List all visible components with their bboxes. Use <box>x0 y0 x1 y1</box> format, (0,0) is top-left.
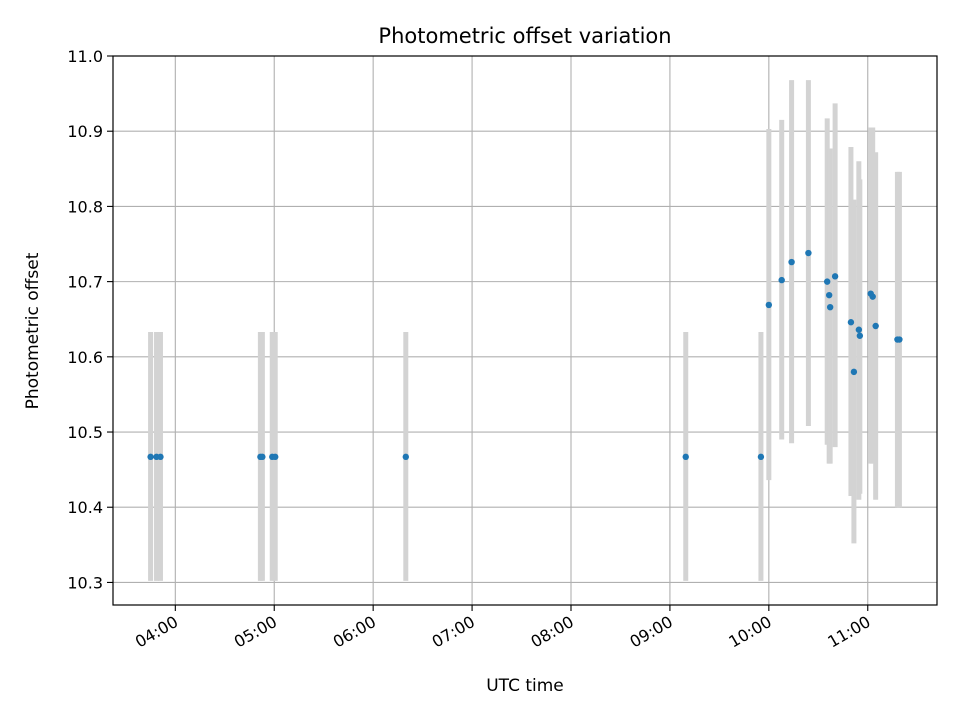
plot-frame <box>112 55 938 606</box>
y-tick-label: 10.7 <box>67 273 103 292</box>
data-point <box>823 278 831 285</box>
data-point <box>157 453 164 461</box>
data-point <box>272 453 279 461</box>
data-point <box>855 326 863 333</box>
data-point <box>805 249 812 257</box>
data-point <box>847 319 855 326</box>
x-axis-label: UTC time <box>486 676 564 696</box>
y-tick-label: 10.9 <box>67 122 103 141</box>
data-point <box>778 276 785 284</box>
y-tick-label: 11.0 <box>67 47 103 66</box>
data-point <box>856 332 864 339</box>
y-tick-label: 10.4 <box>67 498 103 517</box>
data-point <box>682 453 689 461</box>
y-tick-label: 10.8 <box>67 197 103 216</box>
data-point <box>896 336 903 343</box>
y-tick-label: 10.5 <box>67 423 103 442</box>
data-point <box>826 303 834 311</box>
data-point <box>831 273 839 280</box>
data-point <box>757 453 765 461</box>
y-tick-label: 10.3 <box>67 573 103 592</box>
y-tick-label: 10.6 <box>67 348 103 367</box>
data-point <box>402 453 410 461</box>
data-point <box>869 293 876 300</box>
data-points <box>147 249 903 461</box>
y-axis-label: Photometric offset <box>23 252 43 409</box>
data-point <box>872 322 879 330</box>
data-point <box>788 258 795 266</box>
data-point <box>825 291 833 299</box>
chart-title: Photometric offset variation <box>378 24 671 48</box>
data-point <box>259 453 266 461</box>
y-axis-ticks: 10.3 10.4 10.5 10.6 10.7 10.8 10.9 11.0 <box>67 47 113 592</box>
data-point <box>850 368 858 376</box>
data-point <box>147 453 154 461</box>
grid <box>113 55 937 605</box>
data-point <box>765 301 773 309</box>
